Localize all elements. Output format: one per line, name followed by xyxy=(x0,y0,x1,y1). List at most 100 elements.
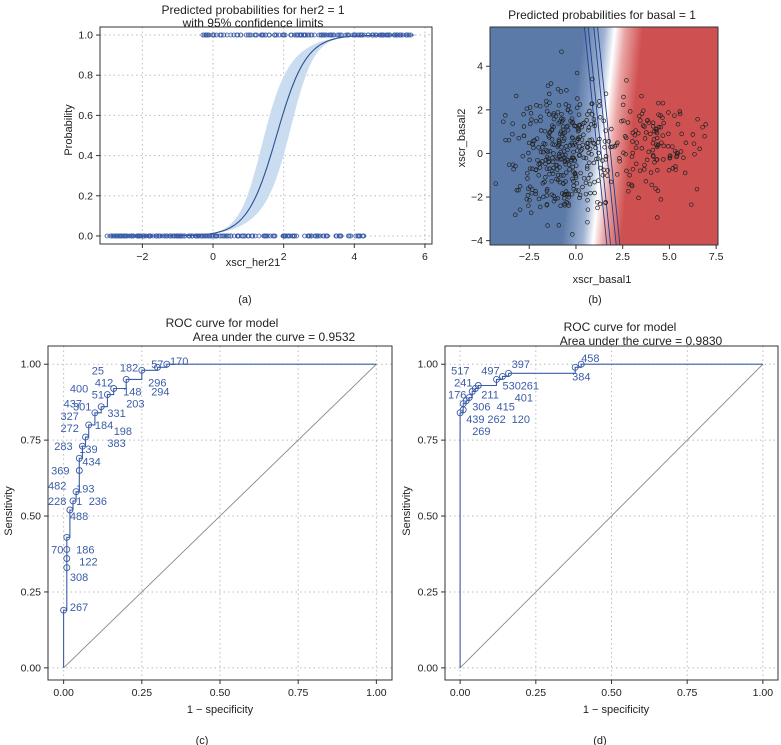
observation-point-0 xyxy=(281,233,287,239)
observation-label: 400 xyxy=(70,384,88,396)
observation-label: 437 xyxy=(64,399,82,411)
basal-0-point xyxy=(549,137,555,142)
observation-point-0 xyxy=(182,233,188,239)
observation-point-1 xyxy=(252,32,258,38)
y-tick-label: 0.0 xyxy=(78,230,93,242)
y-tick-label: 1.00 xyxy=(21,359,42,371)
basal-0-point xyxy=(551,116,557,122)
basal-0-point xyxy=(571,178,576,184)
basal-0-point xyxy=(506,162,512,167)
basal-0-point xyxy=(565,107,571,113)
roc-point xyxy=(78,442,86,450)
basal-0-point xyxy=(538,128,544,133)
observation-point-1 xyxy=(321,32,326,38)
basal-1-point xyxy=(673,167,678,172)
basal-0-point xyxy=(566,194,572,200)
observation-point-0 xyxy=(290,233,296,239)
observation-point-0 xyxy=(159,233,165,239)
basal-0-point xyxy=(567,167,572,172)
basal-0-point xyxy=(603,128,608,133)
observation-point-0 xyxy=(242,233,248,239)
observation-point-0 xyxy=(129,233,135,239)
observation-point-1 xyxy=(392,32,398,38)
basal-0-point xyxy=(598,165,603,171)
basal-0-point xyxy=(521,112,526,117)
y-tick-label: 0.50 xyxy=(418,511,439,523)
observation-point-1 xyxy=(214,32,220,38)
basal-0-point xyxy=(605,168,610,173)
basal-1-point xyxy=(672,148,678,154)
basal-0-point xyxy=(527,197,532,203)
observation-point-0 xyxy=(207,233,212,239)
x-tick-label: 1.00 xyxy=(753,687,774,699)
basal-0-point xyxy=(575,136,581,141)
observation-point-0 xyxy=(177,233,182,239)
basal-0-point xyxy=(581,175,587,181)
observation-point-0 xyxy=(154,233,159,239)
basal-0-point xyxy=(570,164,576,170)
observation-label: 170 xyxy=(170,356,188,368)
basal-1-point xyxy=(643,130,649,135)
basal-0-point xyxy=(525,176,530,181)
x-tick-label: 0 xyxy=(210,251,216,263)
basal-0-point xyxy=(587,108,592,114)
observation-point-1 xyxy=(330,32,336,38)
x-tick-label: 0.00 xyxy=(53,687,74,699)
observation-point-0 xyxy=(187,233,193,239)
basal-0-point xyxy=(584,164,590,169)
basal-1-point xyxy=(661,143,666,149)
panel-b-xlabel: xscr_basal1 xyxy=(573,274,632,286)
basal-0-point xyxy=(589,152,594,157)
basal-0-point xyxy=(571,149,576,155)
observation-point-1 xyxy=(380,32,386,38)
observation-label: 186 xyxy=(76,544,94,556)
basal-0-point xyxy=(521,124,527,129)
observation-point-0 xyxy=(146,233,152,239)
basal-0-point xyxy=(558,149,563,155)
basal-0-point xyxy=(582,120,587,126)
roc-point xyxy=(163,360,171,368)
basal-1-point xyxy=(661,157,666,162)
y-tick-label: −4 xyxy=(471,235,483,247)
panel-d-xlabel: 1 − specificity xyxy=(583,704,650,716)
observation-point-1 xyxy=(282,32,288,38)
basal-0-point xyxy=(536,162,542,167)
observation-point-0 xyxy=(214,233,220,239)
basal-1-point xyxy=(626,188,631,194)
observation-label: 369 xyxy=(51,466,69,478)
observation-label: 70 xyxy=(51,544,63,556)
roc-point xyxy=(505,369,513,377)
basal-0-point xyxy=(612,144,618,149)
basal-0-point xyxy=(510,131,515,137)
basal-1-point xyxy=(625,120,631,125)
y-tick-label: 0.00 xyxy=(418,662,439,674)
basal-0-point xyxy=(526,140,532,146)
x-tick-label: 4 xyxy=(351,251,357,263)
observation-label: 203 xyxy=(126,399,144,411)
observation-label: 306 xyxy=(472,402,490,414)
basal-0-point xyxy=(586,150,591,156)
basal-0-point xyxy=(551,111,557,116)
panel-b-plot-area: −2.5 0.0 2.5 5.0 7.5 −4 −2 0 2 4 xyxy=(471,26,724,263)
observation-point-1 xyxy=(408,32,414,38)
observation-point-0 xyxy=(117,233,122,239)
basal-1-point xyxy=(642,136,648,141)
basal-0-point xyxy=(569,116,575,121)
basal-0-point xyxy=(562,203,568,208)
observation-label: 331 xyxy=(107,408,125,420)
basal-0-point xyxy=(585,112,590,117)
basal-1-point xyxy=(670,144,675,149)
observation-point-0 xyxy=(180,233,186,239)
observation-label: 384 xyxy=(572,371,590,383)
basal-0-point xyxy=(590,112,595,117)
basal-0-point xyxy=(579,147,585,152)
basal-1-point xyxy=(627,109,633,114)
basal-0-point xyxy=(577,192,583,198)
y-tick-label: 0.25 xyxy=(418,586,439,598)
basal-1-point xyxy=(675,151,680,156)
observation-point-1 xyxy=(346,32,352,38)
panel-b-label: (b) xyxy=(588,294,601,306)
basal-0-point xyxy=(575,148,580,153)
roc-point xyxy=(60,606,68,614)
observation-point-1 xyxy=(373,32,378,38)
